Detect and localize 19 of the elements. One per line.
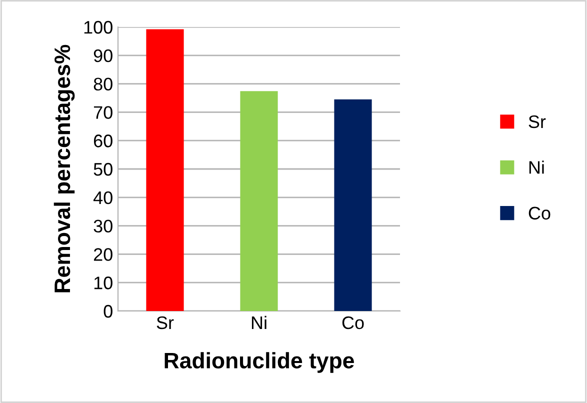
y-tick-label: 0 [104, 304, 112, 318]
y-tick-label: 40 [93, 191, 112, 204]
x-tick-label: Sr [156, 316, 174, 330]
x-tick-label: Co [342, 316, 364, 330]
y-tick-label: 80 [94, 78, 112, 91]
x-axis-title: Radionuclide type [164, 352, 354, 373]
y-tick-label: 10 [94, 276, 112, 290]
legend-label: Co [528, 206, 550, 220]
y-axis-title: Removal percentages% [54, 44, 75, 292]
y-tick-label: 30 [94, 220, 112, 233]
y-tick-label: 90 [94, 49, 112, 62]
legend-label: Ni [529, 160, 544, 174]
y-tick-label: 50 [94, 162, 112, 176]
y-tick-label: 100 [84, 20, 112, 34]
y-tick-label: 70 [94, 106, 112, 119]
legend-label: Sr [528, 115, 546, 128]
y-tick-label: 20 [94, 248, 112, 261]
y-tick-label: 60 [94, 134, 112, 148]
x-tick-label: Ni [252, 316, 266, 329]
